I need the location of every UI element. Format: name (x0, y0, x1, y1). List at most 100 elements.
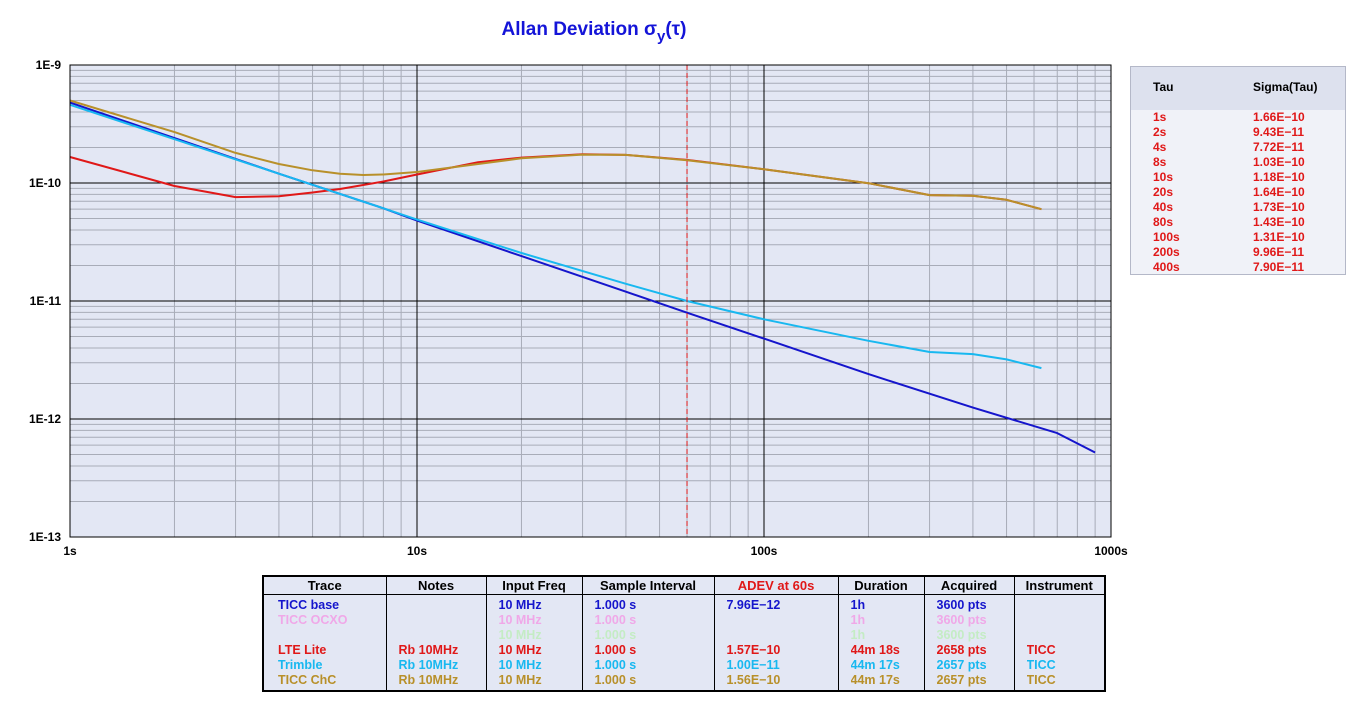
sigma-value: 1.03E−10 (1253, 155, 1305, 169)
legend-cell (278, 628, 386, 643)
legend-header-adev: ADEV at 60s (714, 577, 839, 595)
sigma-tau-row: 40s 1.73E−10 (1131, 200, 1345, 215)
sigma-value: 1.31E−10 (1253, 230, 1305, 244)
sigma-value: 1.43E−10 (1253, 215, 1305, 229)
legend-cell: TICC ChC (278, 673, 337, 687)
sigma-tau-row: 2s 9.43E−11 (1131, 125, 1345, 140)
legend-header-trace: Trace (264, 577, 387, 595)
sigma-value: 9.43E−11 (1253, 125, 1305, 139)
plot-frame (69, 64, 1112, 538)
x-axis-ticks: 1s 10s 100s 1000s (63, 544, 1128, 558)
tau-value: 100s (1153, 230, 1180, 244)
tau-value: 4s (1153, 140, 1167, 154)
y-tick-label: 1E-11 (30, 294, 62, 308)
sigma-value: 7.90E−11 (1253, 260, 1305, 274)
trace-legend-table: Trace Notes Input Freq Sample Interval ADEV … (262, 575, 1106, 692)
series-layer (69, 99, 1096, 454)
legend-cell: TICC OCXO (278, 613, 348, 627)
sigma-tau-row: 8s 1.03E−10 (1131, 155, 1345, 170)
sigma-value: 1.73E−10 (1253, 200, 1305, 214)
legend-cell (1027, 613, 1105, 628)
legend-cell (399, 613, 486, 628)
legend-cell (399, 598, 486, 613)
tau-value: 80s (1153, 215, 1174, 229)
sigma-tau-row: 4s 7.72E−11 (1131, 140, 1345, 155)
tau-value: 400s (1153, 260, 1180, 274)
legend-cell: 7.96E−12 (726, 598, 781, 612)
series-line-ticc-chc (69, 99, 1042, 211)
legend-cell: 10 MHz (498, 598, 542, 612)
sigma-tau-rows: 1s 1.66E−10 2s 9.43E−11 4s 7.72E−11 8s 1.03E−10… (1131, 110, 1345, 274)
legend-cell: 44m 17s (850, 673, 900, 687)
legend-cell: 1.000 s (594, 643, 637, 657)
sigma-tau-row: 10s 1.18E−10 (1131, 170, 1345, 185)
sigma-tau-row: 200s 9.96E−11 (1131, 245, 1345, 260)
legend-cell (1027, 628, 1105, 643)
legend-column-adev: 7.96E−12 1.57E−10 1.00E−11 1.56E−10 (714, 594, 839, 690)
major-grid (70, 65, 1111, 537)
legend-cell (727, 628, 838, 643)
y-tick-label: 1E-12 (29, 412, 61, 426)
legend-cell: 3600 pts (936, 613, 987, 627)
sigma-tau-table: Tau Sigma(Tau) 1s 1.66E−10 2s 9.43E−11 4s 7.7… (1130, 66, 1346, 275)
legend-cell: TICC (1026, 658, 1056, 672)
legend-cell: 10 MHz (498, 613, 542, 627)
sigma-tau-row: 1s 1.66E−10 (1131, 110, 1345, 125)
sigma-tau-row: 20s 1.64E−10 (1131, 185, 1345, 200)
y-tick-label: 1E-9 (36, 58, 62, 72)
sigma-tau-row: 400s 7.90E−11 (1131, 260, 1345, 275)
legend-cell: Trimble (278, 658, 323, 672)
legend-cell (727, 613, 838, 628)
legend-header-notes: Notes (386, 577, 487, 595)
legend-column-notes: Rb 10MHz Rb 10MHz Rb 10MHz (386, 594, 487, 690)
y-tick-label: 1E-10 (29, 176, 61, 190)
legend-cell: 44m 17s (850, 658, 900, 672)
sigma-value: 7.72E−11 (1253, 140, 1305, 154)
legend-cell: Rb 10MHz (398, 673, 459, 687)
legend-cell: 10 MHz (498, 673, 542, 687)
sigma-value: 9.96E−11 (1253, 245, 1305, 259)
legend-column-instrument: TICC TICC TICC (1014, 595, 1104, 691)
legend-cell: 1.000 s (594, 673, 637, 687)
legend-column-sample-interval: 1.000 s 1.000 s 1.000 s 1.000 s 1.000 s 1.000… (582, 594, 715, 690)
x-tick-label: 1000s (1094, 544, 1128, 558)
legend-cell: Rb 10MHz (398, 658, 459, 672)
legend-header-input-freq: Input Freq (486, 577, 583, 595)
tau-value: 10s (1153, 170, 1174, 184)
legend-cell: 1.57E−10 (726, 643, 781, 657)
legend-cell: Rb 10MHz (398, 643, 459, 657)
legend-header-acquired: Acquired (924, 577, 1015, 595)
y-tick-label: 1E-13 (29, 530, 61, 544)
x-tick-label: 100s (751, 544, 778, 558)
legend-cell: 10 MHz (498, 658, 542, 672)
sigma-value: 1.66E−10 (1253, 110, 1305, 124)
legend-column-acquired: 3600 pts 3600 pts 3600 pts 2658 pts 2657 pts… (924, 594, 1015, 690)
x-tick-label: 10s (407, 544, 427, 558)
tau-value: 2s (1153, 125, 1167, 139)
legend-header-sample-interval: Sample Interval (582, 577, 715, 595)
legend-cell: TICC base (278, 598, 340, 612)
sigma-header: Sigma(Tau) (1253, 80, 1318, 94)
tau-value: 1s (1153, 110, 1167, 124)
legend-cell: 3600 pts (936, 598, 987, 612)
legend-cell (1027, 598, 1105, 613)
legend-cell: LTE Lite (278, 643, 327, 657)
legend-header-duration: Duration (838, 577, 925, 595)
legend-column-input-freq: 10 MHz 10 MHz 10 MHz 10 MHz 10 MHz 10 MHz (486, 594, 583, 690)
legend-cell: 44m 18s (850, 643, 900, 657)
legend-cell: 1h (850, 613, 866, 627)
tau-value: 40s (1153, 200, 1174, 214)
legend-cell: 1h (850, 598, 866, 612)
sigma-value: 1.18E−10 (1253, 170, 1305, 184)
sigma-value: 1.64E−10 (1253, 185, 1305, 199)
legend-cell: 2658 pts (936, 643, 987, 657)
allan-deviation-chart: Allan Deviation σy(τ) 1s 10s 100s 1000s 1E-… (29, 19, 1128, 558)
chart-title: Allan Deviation σy(τ) (501, 19, 686, 45)
legend-column-duration: 1h 1h 1h 44m 18s 44m 17s 44m 17s (838, 594, 925, 690)
legend-cell: TICC (1026, 643, 1056, 657)
legend-cell: 10 MHz (498, 628, 542, 642)
legend-column-trace: TICC base TICC OCXO LTE Lite Trimble TICC Ch… (264, 594, 387, 690)
x-tick-label: 1s (63, 544, 77, 558)
sigma-tau-row: 100s 1.31E−10 (1131, 230, 1345, 245)
legend-cell: 1.56E−10 (726, 673, 781, 687)
